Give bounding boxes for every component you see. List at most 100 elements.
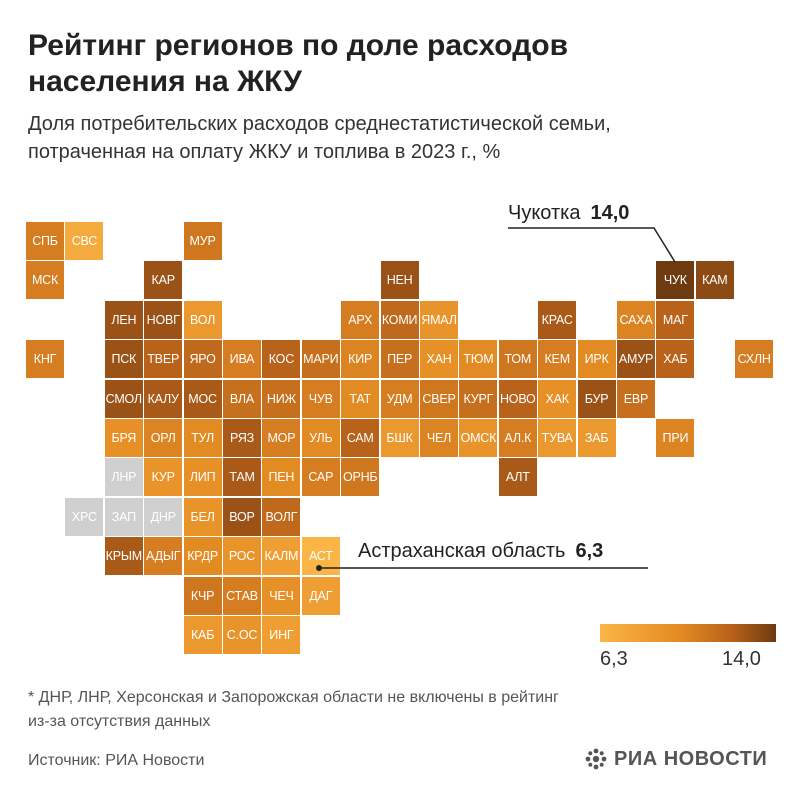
- chukotka-callout-label: Чукотка: [508, 202, 581, 224]
- region-tile: САР: [301, 458, 340, 497]
- region-tile: ВОЛ: [183, 300, 222, 339]
- region-tile: ПРИ: [656, 419, 695, 457]
- region-tile: КАР: [144, 261, 183, 300]
- region-tile: ЛНР: [104, 458, 143, 497]
- region-tile: ДНР: [144, 497, 183, 536]
- region-tile: НЕН: [380, 261, 419, 300]
- region-tile: ТАМ: [223, 458, 261, 497]
- region-tile: КНГ: [26, 340, 64, 379]
- region-tile: С.ОС: [223, 616, 261, 654]
- astrakhan-callout-label: Астраханская область: [358, 540, 566, 562]
- region-tile: ЗАБ: [577, 419, 616, 457]
- region-tile: СВЕР: [420, 379, 458, 418]
- region-tile: МАГ: [656, 300, 695, 339]
- region-tile: РЯЗ: [223, 419, 261, 457]
- region-tile: СТАВ: [223, 576, 261, 615]
- region-tile: АРХ: [341, 300, 380, 339]
- page-title: Рейтинг регионов по доле расходов населе…: [28, 29, 569, 98]
- region-tile: МУР: [183, 222, 222, 260]
- region-tile: ЯРО: [183, 340, 222, 379]
- region-tile: ИВА: [223, 340, 261, 379]
- region-tile: КАЛУ: [144, 379, 183, 418]
- legend-min-label: 6,3: [600, 648, 628, 670]
- chukotka-callout-line: [508, 227, 676, 263]
- region-tile: ПСК: [104, 340, 143, 379]
- region-tile: КРАС: [538, 300, 577, 339]
- region-tile: БЕЛ: [183, 497, 222, 536]
- region-tile: БУР: [577, 379, 616, 418]
- region-tile: ИНГ: [262, 616, 301, 654]
- ria-logo-text: РИА НОВОСТИ: [614, 747, 768, 770]
- region-tile: КУРГ: [459, 379, 498, 418]
- region-tile: КОС: [262, 340, 301, 379]
- region-tile: ХАН: [420, 340, 458, 379]
- region-tile: ИРК: [577, 340, 616, 379]
- ria-logo-icon: [585, 748, 607, 770]
- region-tile: ВОЛГ: [262, 497, 301, 536]
- region-tile: СХЛН: [735, 340, 774, 379]
- region-tile: АЛ.К: [498, 419, 537, 457]
- region-tile: САХА: [617, 300, 655, 339]
- region-tile: ХАБ: [656, 340, 695, 379]
- region-tile: НОВО: [498, 379, 537, 418]
- region-tile: ЧЕЛ: [420, 419, 458, 457]
- region-tile: ЯМАЛ: [420, 300, 458, 339]
- region-tile: ПЕН: [262, 458, 301, 497]
- astrakhan-callout-value: 6,3: [575, 540, 604, 562]
- region-tile: ТУВА: [538, 419, 577, 457]
- region-tile: ТВЕР: [144, 340, 183, 379]
- region-tile: ВОР: [223, 497, 261, 536]
- region-tile: ЛЕН: [104, 300, 143, 339]
- region-tile: ЗАП: [104, 497, 143, 536]
- region-tile: ВЛА: [223, 379, 261, 418]
- region-tile: КАМ: [695, 261, 734, 300]
- region-tile: ОРНБ: [341, 458, 380, 497]
- region-tile: ОРЛ: [144, 419, 183, 457]
- region-tile: ЧУВ: [301, 379, 340, 418]
- region-tile: БРЯ: [104, 419, 143, 457]
- region-tile: МАРИ: [301, 340, 340, 379]
- ria-logo: РИА НОВОСТИ: [584, 747, 767, 771]
- region-tile: КЧР: [183, 576, 222, 615]
- region-tile: КРДР: [183, 537, 222, 576]
- region-tile: КАЛМ: [262, 537, 301, 576]
- chukotka-callout-value: 14,0: [590, 202, 630, 224]
- region-tile: ТАТ: [341, 379, 380, 418]
- region-tile: ТОМ: [498, 340, 537, 379]
- region-tile: УДМ: [380, 379, 419, 418]
- region-tile: МОС: [183, 379, 222, 418]
- region-tile: АДЫГ: [144, 537, 183, 576]
- region-tile: НОВГ: [144, 300, 183, 339]
- region-tile: СПБ: [26, 222, 64, 260]
- source-text: Источник: РИА Новости: [28, 752, 205, 769]
- region-tile: СМОЛ: [104, 379, 143, 418]
- legend-color-scale: [600, 624, 776, 642]
- region-tile: АСТ: [301, 537, 340, 576]
- region-tile: ХАК: [538, 379, 577, 418]
- region-tile: КРЫМ: [104, 537, 143, 576]
- region-tile: ДАГ: [301, 576, 340, 615]
- region-tile: СВС: [65, 222, 104, 260]
- region-tile: ТЮМ: [459, 340, 498, 379]
- astrakhan-callout: Астраханская область 6,3: [358, 540, 603, 563]
- region-tile: НИЖ: [262, 379, 301, 418]
- region-tile: ЧУК: [656, 261, 695, 300]
- region-tile: ЛИП: [183, 458, 222, 497]
- region-tile: АЛТ: [498, 458, 537, 497]
- region-tile: КАБ: [183, 616, 222, 654]
- region-tile: ЧЕЧ: [262, 576, 301, 615]
- page-subtitle: Доля потребительских расходов среднестат…: [28, 113, 611, 163]
- region-tile: ПЕР: [380, 340, 419, 379]
- region-tile: КЕМ: [538, 340, 577, 379]
- region-tile: КУР: [144, 458, 183, 497]
- region-tile: САМ: [341, 419, 380, 457]
- region-tile: МОР: [262, 419, 301, 457]
- chukotka-callout: Чукотка 14,0: [508, 202, 629, 225]
- region-tile: БШК: [380, 419, 419, 457]
- region-tile: ХРС: [65, 497, 104, 536]
- region-tile: КИР: [341, 340, 380, 379]
- region-tile: РОС: [223, 537, 261, 576]
- region-tile: ОМСК: [459, 419, 498, 457]
- region-tile: МСК: [26, 261, 64, 300]
- legend-max-label: 14,0: [722, 648, 761, 670]
